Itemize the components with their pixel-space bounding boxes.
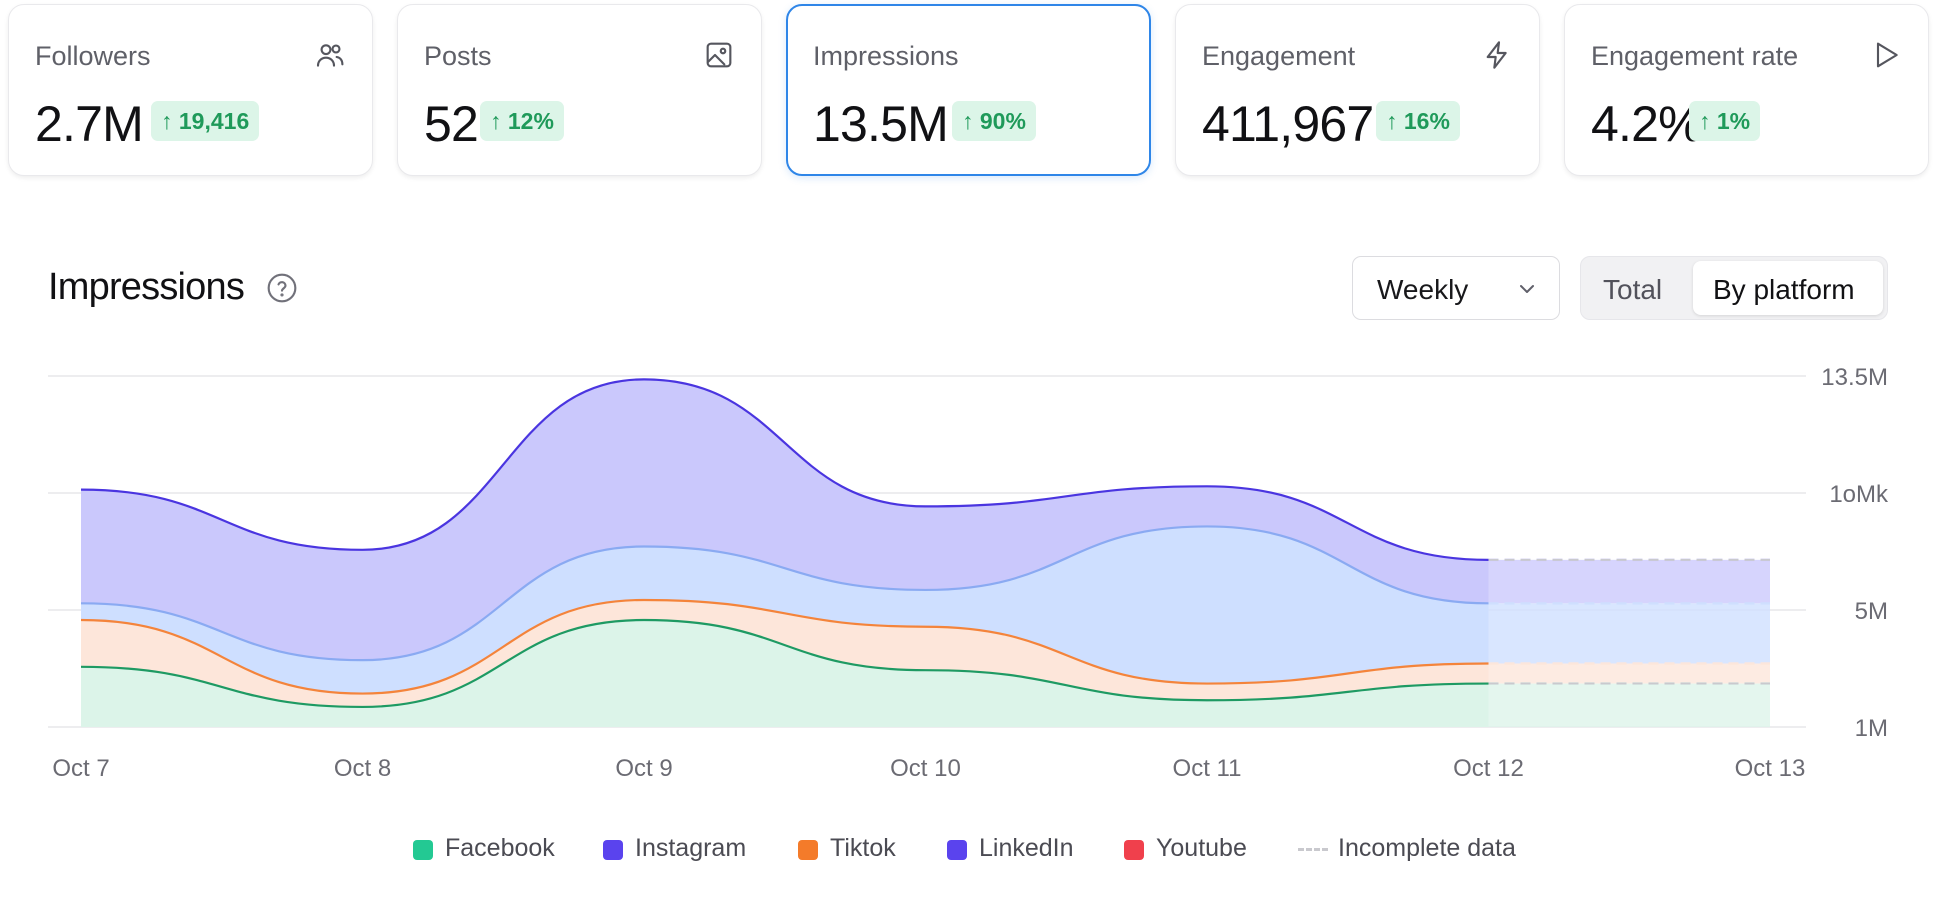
incomplete-area-facebook [1488,683,1770,727]
legend-label: LinkedIn [979,834,1074,862]
chart-legend: Facebook Instagram Tiktok LinkedIn Youtu… [0,834,1936,864]
lightning-icon [1486,41,1507,69]
stat-label: Impressions [813,41,959,71]
stat-value: 411,967 [1202,96,1374,152]
period-select-value: Weekly [1377,274,1469,305]
legend-label: Facebook [445,834,555,862]
y-tick-label: 1M [1855,715,1888,742]
stat-card-engagement-rate[interactable]: Engagement rate 4.2% ↑ 1% [1564,4,1929,176]
stat-card-followers[interactable]: Followers 2.7M ↑ 19,416 [8,4,373,176]
stat-label: Engagement rate [1591,41,1799,71]
incomplete-area-linkedin [1488,603,1770,664]
toggle-option-by-platform[interactable]: By platform [1713,274,1855,305]
stat-value: 13.5M [813,96,949,152]
impressions-chart: 13.5M 1oMk 5M 1M Oct 7 Oct 8 Oct 9 Oct 10 Oct 11… [48,364,1889,782]
series-line-tiktok [80,598,1489,695]
x-tick-label: Oct 7 [52,755,109,782]
incomplete-area-tiktok [1488,663,1770,684]
view-toggle: Total By platform [1580,256,1888,320]
chevron-down-icon [1520,285,1534,293]
stat-change-badge: ↑ 1% [1689,101,1761,141]
legend-label: Tiktok [830,834,896,862]
stat-label: Engagement [1202,41,1356,71]
legend-swatch [413,840,433,860]
chart-title: Impressions [48,266,245,308]
y-tick-label: 5M [1855,598,1888,625]
help-circle-icon[interactable] [266,272,298,304]
series-line-linkedin [80,525,1489,662]
x-tick-label: Oct 12 [1453,755,1524,782]
legend-label: Instagram [635,834,747,862]
stat-cards: Followers 2.7M ↑ 19,416 Posts 52 ↑ 12% I… [8,4,1929,176]
users-icon [316,44,344,67]
stat-value: 2.7M [35,96,144,152]
stat-value: 52 [424,96,479,152]
stat-change-badge: ↑ 16% [1376,101,1460,141]
legend-dash-swatch [1298,848,1328,851]
area-tiktok [81,599,1489,707]
area-instagram [81,379,1489,661]
y-tick-label: 13.5M [1821,364,1888,391]
series-line-facebook [80,618,1489,709]
stat-change-badge: ↑ 90% [952,101,1036,141]
x-tick-label: Oct 11 [1173,755,1242,782]
legend-swatch [947,840,967,860]
image-icon [706,42,732,68]
x-tick-label: Oct 13 [1735,755,1806,782]
stat-label: Followers [35,41,151,71]
stat-card-posts[interactable]: Posts 52 ↑ 12% [397,4,762,176]
stat-change-badge: ↑ 12% [480,101,564,141]
play-icon [1876,42,1898,68]
stat-label: Posts [424,41,492,71]
stat-card-impressions[interactable]: Impressions 13.5M ↑ 90% [786,4,1151,176]
legend-swatch [798,840,818,860]
legend-swatch [1124,840,1144,860]
area-facebook [81,620,1489,727]
period-select[interactable]: Weekly [1352,256,1560,320]
area-linkedin [81,526,1489,694]
legend-label: Youtube [1156,834,1247,862]
series-line-instagram [80,378,1489,561]
toggle-option-total[interactable]: Total [1603,274,1663,305]
stat-change-badge: ↑ 19,416 [151,101,260,141]
stat-value: 4.2% [1591,96,1703,152]
stat-card-engagement[interactable]: Engagement 411,967 ↑ 16% [1175,4,1540,176]
legend-swatch [603,840,623,860]
x-tick-label: Oct 9 [615,755,672,782]
y-tick-label: 1oMk [1829,481,1889,508]
toggle-selected-pill [1693,261,1883,315]
legend-label: Incomplete data [1338,834,1516,862]
incomplete-area-instagram [1488,559,1770,604]
x-tick-label: Oct 10 [890,755,961,782]
x-tick-label: Oct 8 [334,755,391,782]
